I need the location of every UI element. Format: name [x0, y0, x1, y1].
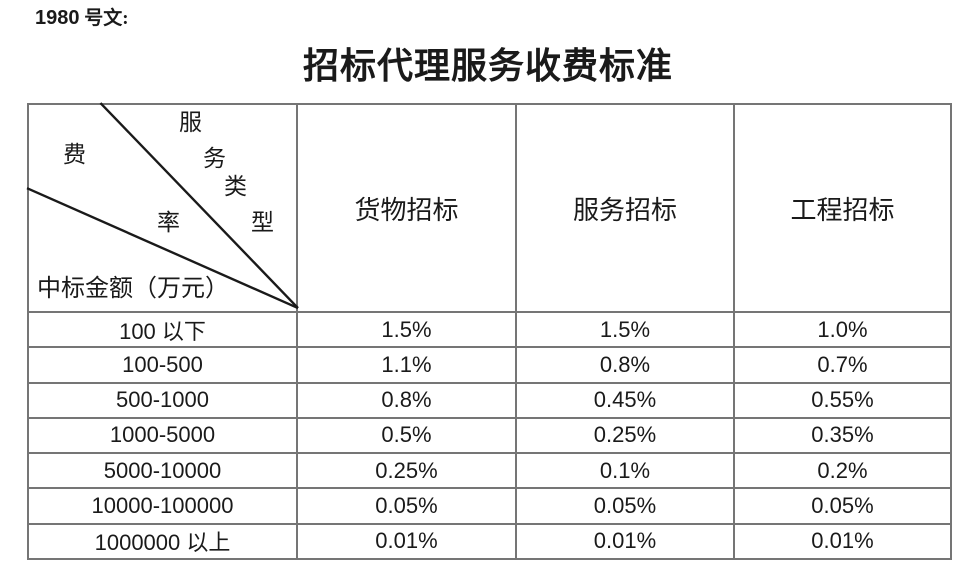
- row-label: 100 以下: [27, 310, 298, 349]
- rate-value: 1.5%: [296, 310, 517, 349]
- row-label: 1000000 以上: [27, 522, 298, 560]
- rate-value: 0.01%: [296, 522, 517, 560]
- table-row: 1000-5000 0.5% 0.25% 0.35%: [27, 416, 952, 455]
- diagonal-label-rate-char: 率: [157, 210, 180, 235]
- rate-value: 0.5%: [296, 416, 517, 455]
- doc-number-label: 号文:: [79, 8, 129, 29]
- rate-value: 0.45%: [515, 381, 735, 419]
- diagonal-label-type-char: 务: [203, 146, 226, 171]
- column-header-engineering: 工程招标: [733, 103, 952, 313]
- table-row: 10000-100000 0.05% 0.05% 0.05%: [27, 487, 952, 525]
- row-label: 5000-10000: [27, 452, 298, 490]
- diagonal-line-upper: [99, 102, 299, 309]
- rate-value: 0.2%: [733, 452, 952, 490]
- diagonal-label-amount: 中标金额（万元）: [37, 276, 229, 302]
- diagonal-label-type-char: 类: [224, 174, 247, 199]
- row-label: 500-1000: [27, 381, 298, 419]
- rate-value: 0.25%: [296, 452, 517, 490]
- diagonal-header-cell: 服 务 类 型 费 率 中标金额（万元）: [26, 102, 299, 313]
- diagonal-label-type-char: 型: [251, 210, 274, 235]
- table-row: 100-500 1.1% 0.8% 0.7%: [27, 346, 952, 384]
- diagonal-line-lower: [26, 187, 299, 310]
- doc-number: 1980 号文:: [35, 4, 129, 33]
- diagonal-label-type-char: 服: [179, 110, 202, 135]
- rate-value: 0.8%: [515, 346, 735, 384]
- rate-value: 1.0%: [733, 310, 952, 349]
- row-label: 10000-100000: [27, 487, 298, 525]
- rate-value: 0.01%: [515, 522, 735, 560]
- row-label: 100-500: [27, 346, 298, 384]
- rate-value: 0.1%: [515, 452, 735, 490]
- rate-value: 0.35%: [733, 416, 952, 455]
- column-header-service: 服务招标: [515, 103, 735, 313]
- fee-standard-table: 服 务 类 型 费 率 中标金额（万元） 货物招标 服务招标 工程招标 100 …: [26, 102, 952, 560]
- table-row: 1000000 以上 0.01% 0.01% 0.01%: [27, 522, 952, 560]
- rate-value: 0.01%: [733, 522, 952, 560]
- table-row: 500-1000 0.8% 0.45% 0.55%: [27, 381, 952, 419]
- page-title: 招标代理服务收费标准: [302, 46, 673, 86]
- rate-value: 0.05%: [733, 487, 952, 525]
- rate-value: 1.1%: [296, 346, 517, 384]
- diagonal-lines: [26, 102, 299, 310]
- rate-value: 0.05%: [515, 487, 735, 525]
- doc-number-value: 1980: [35, 7, 80, 29]
- table-row: 5000-10000 0.25% 0.1% 0.2%: [27, 452, 952, 490]
- diagonal-label-rate-char: 费: [63, 142, 86, 167]
- rate-value: 0.05%: [296, 487, 517, 525]
- row-label: 1000-5000: [27, 416, 298, 455]
- column-header-goods: 货物招标: [296, 103, 517, 313]
- rate-value: 0.8%: [296, 381, 517, 419]
- table-row: 100 以下 1.5% 1.5% 1.0%: [27, 310, 952, 349]
- rate-value: 0.55%: [733, 381, 952, 419]
- rate-value: 1.5%: [515, 310, 735, 349]
- rate-value: 0.7%: [733, 346, 952, 384]
- rate-value: 0.25%: [515, 416, 735, 455]
- header-row: 服 务 类 型 费 率 中标金额（万元） 货物招标 服务招标 工程招标: [26, 102, 952, 313]
